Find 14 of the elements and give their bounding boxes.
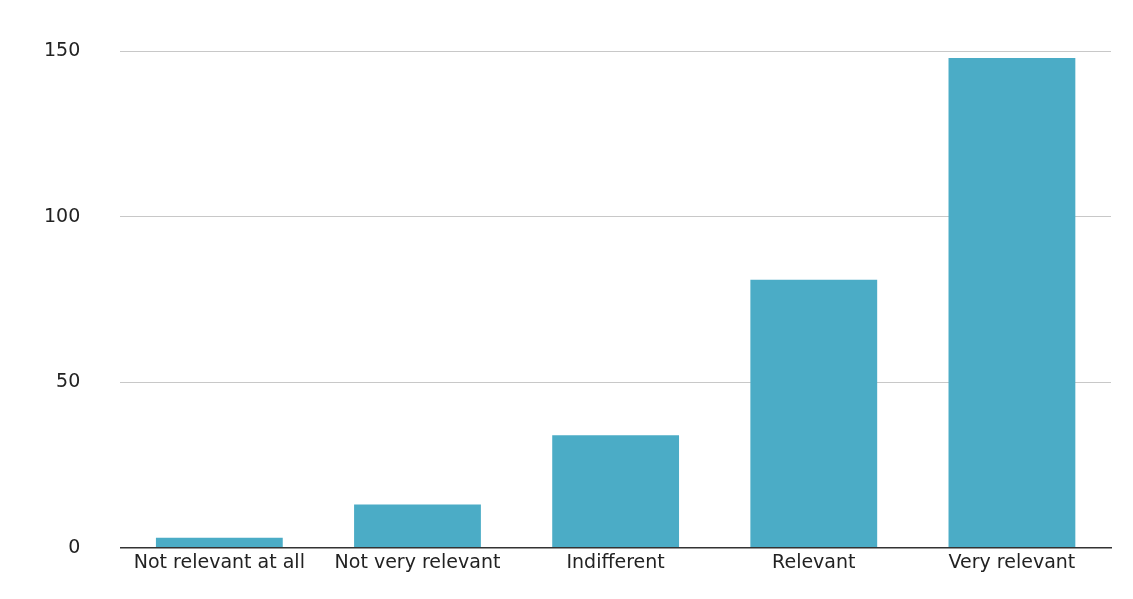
bar xyxy=(750,279,878,548)
y-tick-label: 0 xyxy=(68,534,81,557)
bar xyxy=(155,537,283,548)
x-tick-label: Not very relevant xyxy=(334,549,501,572)
y-tick-label: 100 xyxy=(44,203,81,226)
x-tick-label: Indifferent xyxy=(566,549,665,572)
bar xyxy=(552,435,680,548)
x-tick-label: Relevant xyxy=(772,549,856,572)
bar xyxy=(354,504,481,548)
y-tick-label: 50 xyxy=(56,369,81,392)
y-tick-label: 150 xyxy=(44,38,81,61)
bar xyxy=(948,58,1076,548)
x-tick-label: Not relevant at all xyxy=(133,549,305,572)
x-tick-label: Very relevant xyxy=(948,549,1076,572)
